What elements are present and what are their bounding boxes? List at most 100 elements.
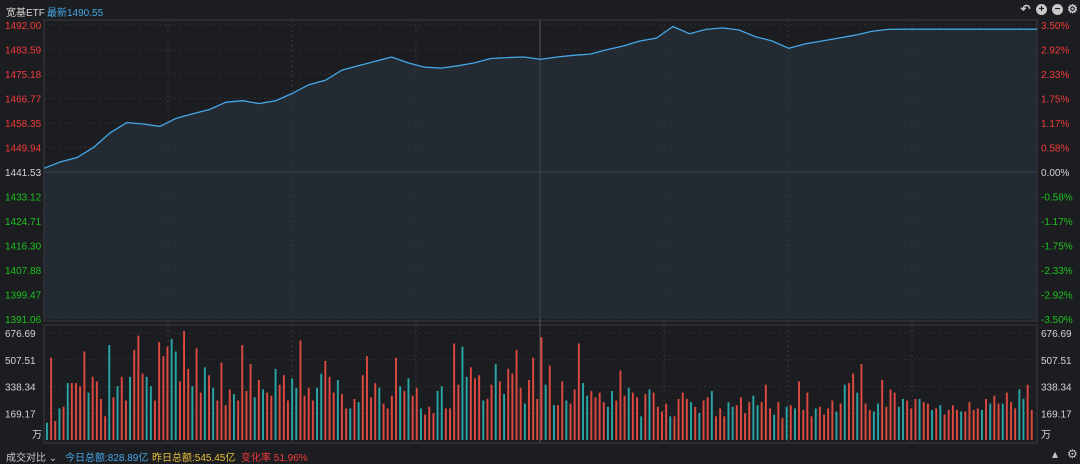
volume-bar	[981, 410, 983, 440]
volume-bar	[453, 343, 456, 440]
volume-bar	[573, 389, 576, 440]
left-tick-label: 1475.18	[5, 70, 42, 81]
volume-bar	[972, 410, 975, 440]
volume-bar	[116, 386, 119, 440]
volume-bar	[939, 405, 942, 440]
volume-bar	[540, 337, 543, 440]
volume-bar	[482, 400, 485, 440]
volume-bar	[399, 386, 402, 440]
volume-bar	[108, 345, 111, 440]
volume-bar	[993, 395, 996, 440]
volume-unit-left: 万	[32, 430, 42, 441]
right-tick-label: 0.00%	[1041, 168, 1069, 179]
volume-bar	[856, 392, 859, 440]
volume-bar	[956, 410, 958, 440]
volume-bar	[814, 408, 817, 440]
undo-icon[interactable]: ↶	[1020, 2, 1031, 16]
compare-dropdown[interactable]: 成交对比 ⌄	[6, 453, 58, 464]
volume-bar	[203, 367, 206, 440]
volume-bar	[490, 384, 493, 440]
volume-bar	[611, 391, 613, 440]
volume-bar	[216, 400, 219, 440]
volume-bar	[985, 398, 987, 440]
volume-bar	[253, 397, 256, 440]
volume-bar	[561, 381, 564, 440]
volume-bar	[1022, 398, 1025, 440]
volume-bar	[515, 349, 518, 440]
volume-bar	[145, 376, 148, 440]
volume-bar	[403, 391, 406, 440]
volume-bar	[640, 416, 643, 440]
volume-bar	[62, 406, 65, 440]
volume-bar	[162, 356, 165, 440]
volume-bar	[935, 408, 938, 440]
volume-bar	[187, 368, 190, 440]
volume-bar	[656, 406, 659, 440]
right-tick-label: 1.75%	[1041, 95, 1069, 106]
right-tick-label: 0.58%	[1041, 144, 1069, 155]
volume-bar	[794, 408, 796, 440]
volume-bar	[191, 386, 194, 440]
volume-bar	[237, 400, 240, 440]
expand-icon[interactable]: ▴	[1052, 447, 1059, 461]
volume-bar	[997, 403, 1000, 440]
volume-bar	[332, 392, 335, 440]
volume-tick-right: 338.34	[1041, 383, 1072, 394]
volume-bar	[46, 422, 48, 440]
volume-bar	[498, 381, 501, 440]
volume-bar	[607, 406, 609, 440]
volume-bar	[307, 387, 310, 440]
volume-tick-right: 676.69	[1041, 329, 1072, 340]
volume-bar	[220, 362, 223, 440]
volume-bar	[827, 408, 830, 440]
volume-bar	[316, 387, 318, 440]
volume-bar	[170, 338, 173, 440]
settings-icon[interactable]: ⚙	[1067, 2, 1078, 16]
footer-settings-icon[interactable]: ⚙	[1067, 447, 1078, 461]
volume-bar	[303, 395, 306, 440]
volume-bar	[100, 398, 102, 440]
volume-bar	[511, 373, 514, 440]
volume-bar	[366, 356, 368, 440]
volume-bar	[469, 367, 472, 440]
zoom-in-icon[interactable]: +	[1036, 4, 1047, 15]
volume-bar	[582, 383, 584, 440]
volume-bar	[357, 402, 360, 440]
volume-bar	[174, 351, 177, 440]
volume-bar	[777, 402, 780, 440]
yesterday-total: 昨日总额:545.45亿	[152, 453, 236, 464]
volume-bar	[1026, 384, 1029, 440]
zoom-out-icon[interactable]: −	[1052, 4, 1063, 15]
right-tick-label: -2.33%	[1041, 266, 1073, 277]
volume-bar	[806, 392, 809, 440]
price-area	[44, 26, 1037, 319]
volume-bar	[270, 395, 273, 440]
volume-bar	[976, 408, 979, 440]
volume-bar	[1018, 389, 1021, 440]
volume-bar	[494, 364, 497, 440]
volume-bar	[353, 398, 356, 440]
volume-bar	[652, 392, 655, 440]
volume-bar	[927, 403, 929, 440]
volume-bar	[287, 400, 289, 440]
volume-bar	[710, 391, 713, 440]
volume-bar	[58, 408, 61, 440]
volume-bar	[565, 400, 568, 440]
volume-bar	[83, 351, 86, 440]
volume-bar	[54, 421, 57, 440]
volume-bar	[881, 379, 884, 440]
latest-price: 最新1490.55	[47, 8, 104, 19]
volume-bar	[690, 402, 692, 440]
volume-bar	[590, 391, 593, 440]
volume-bar	[752, 395, 755, 440]
volume-bar	[457, 384, 460, 440]
volume-bar	[748, 402, 751, 440]
volume-bar	[860, 364, 863, 440]
right-tick-label: 1.17%	[1041, 119, 1069, 130]
volume-bar	[735, 405, 738, 440]
price-chart[interactable]: 1492.00 3.50% 1483.59 2.92% 1475.18 2.33% 1466…	[0, 0, 1080, 446]
volume-bar	[141, 373, 144, 440]
volume-bar	[594, 397, 597, 440]
volume-bar	[386, 408, 389, 440]
left-tick-label: 1416.30	[5, 242, 42, 253]
